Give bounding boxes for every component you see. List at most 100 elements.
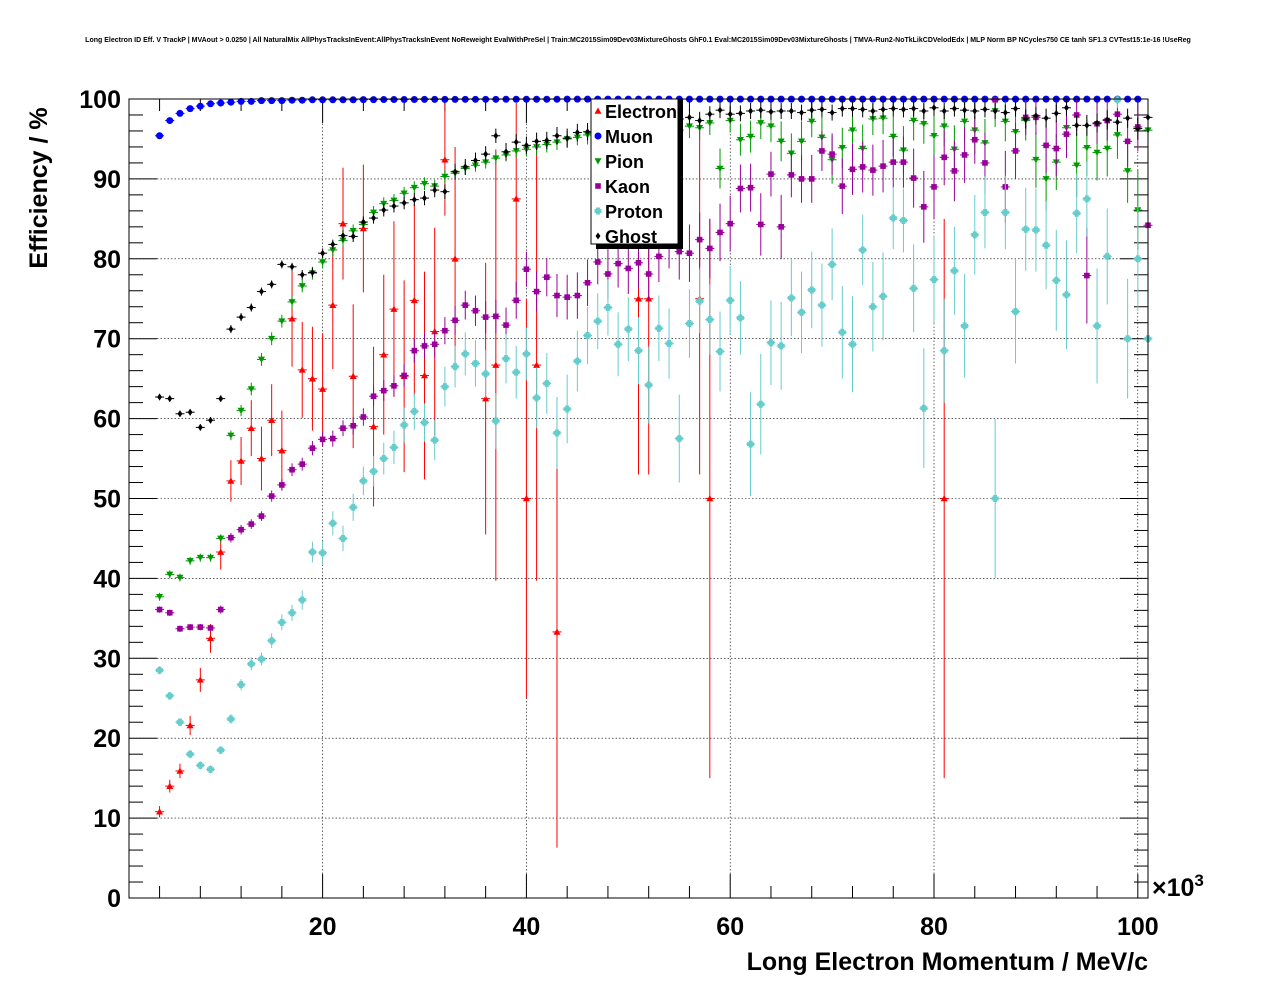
electron-point bbox=[379, 274, 389, 435]
muon-point bbox=[165, 117, 175, 125]
kaon-marker bbox=[1124, 138, 1131, 145]
ghost-marker bbox=[157, 393, 163, 401]
ghost-point bbox=[267, 280, 277, 289]
kaon-point bbox=[939, 129, 949, 186]
ghost-marker bbox=[829, 109, 835, 117]
ghost-point bbox=[460, 158, 470, 175]
electron-point bbox=[409, 204, 419, 397]
proton-point bbox=[827, 228, 837, 301]
electron-point bbox=[491, 149, 501, 581]
kaon-marker bbox=[442, 327, 448, 334]
kaon-point bbox=[776, 194, 786, 259]
muon-marker bbox=[156, 132, 164, 140]
proton-point bbox=[1133, 206, 1143, 311]
ghost-marker bbox=[513, 138, 519, 146]
kaon-point bbox=[552, 273, 562, 318]
kaon-marker bbox=[829, 151, 835, 157]
electron-marker bbox=[431, 328, 439, 335]
proton-marker bbox=[441, 383, 449, 391]
kaon-point bbox=[786, 152, 796, 198]
kaon-point bbox=[297, 457, 307, 471]
electron-marker bbox=[196, 676, 204, 683]
proton-marker bbox=[186, 750, 194, 758]
ghost-point bbox=[980, 101, 990, 118]
kaon-marker bbox=[707, 245, 713, 252]
electron-marker bbox=[176, 767, 184, 774]
pion-marker bbox=[1042, 176, 1050, 183]
pion-marker bbox=[961, 118, 969, 125]
electron-point bbox=[185, 715, 195, 736]
proton-marker bbox=[1052, 276, 1060, 284]
muon-point bbox=[216, 99, 226, 107]
kaon-marker bbox=[1043, 142, 1049, 149]
ghost-marker bbox=[768, 108, 774, 116]
ghost-point bbox=[797, 104, 807, 121]
kaon-marker bbox=[849, 166, 856, 173]
proton-point bbox=[1092, 268, 1102, 384]
electron-marker bbox=[298, 366, 306, 373]
proton-marker bbox=[1113, 96, 1121, 104]
pion-point bbox=[420, 177, 430, 191]
ghost-marker bbox=[473, 157, 478, 165]
proton-point bbox=[481, 349, 491, 398]
ghost-marker bbox=[432, 186, 438, 194]
proton-point bbox=[1112, 96, 1122, 108]
muon-marker bbox=[349, 96, 357, 104]
proton-point bbox=[960, 273, 970, 378]
pion-marker bbox=[400, 190, 408, 197]
proton-point bbox=[746, 392, 756, 497]
ghost-point bbox=[358, 216, 368, 228]
kaon-marker bbox=[819, 148, 825, 154]
kaon-point bbox=[1051, 120, 1061, 177]
kaon-point bbox=[817, 130, 827, 171]
pion-marker bbox=[1032, 156, 1040, 164]
proton-marker bbox=[278, 618, 286, 626]
proton-marker bbox=[675, 435, 683, 443]
kaon-marker bbox=[401, 372, 407, 379]
x-tick-label: 40 bbox=[513, 913, 541, 941]
electron-point bbox=[389, 221, 399, 398]
pion-marker bbox=[869, 116, 877, 123]
ghost-point bbox=[1031, 106, 1041, 125]
ghost-marker bbox=[870, 107, 876, 115]
kaon-marker bbox=[472, 307, 479, 314]
proton-marker bbox=[380, 455, 388, 463]
ghost-point bbox=[1041, 108, 1051, 128]
kaon-point bbox=[226, 532, 236, 543]
proton-point bbox=[990, 418, 1000, 579]
kaon-point bbox=[328, 430, 338, 447]
ghost-marker bbox=[340, 232, 346, 240]
ghost-point bbox=[725, 106, 735, 123]
kaon-marker bbox=[177, 625, 183, 632]
kaon-point bbox=[847, 143, 857, 195]
ghost-point bbox=[990, 102, 1000, 119]
ghost-point bbox=[939, 102, 949, 119]
ghost-point bbox=[389, 199, 399, 213]
pion-point bbox=[175, 573, 185, 582]
proton-marker bbox=[635, 347, 642, 355]
proton-point bbox=[1061, 240, 1071, 350]
proton-point bbox=[868, 261, 878, 352]
electron-marker bbox=[308, 375, 316, 382]
proton-marker bbox=[961, 322, 969, 330]
ghost-point bbox=[348, 230, 358, 243]
pion-point bbox=[776, 121, 786, 162]
kaon-point bbox=[684, 224, 694, 282]
proton-marker bbox=[991, 495, 999, 503]
ghost-point bbox=[256, 287, 266, 296]
proton-point bbox=[307, 541, 317, 563]
muon-marker bbox=[237, 97, 245, 105]
kaon-point bbox=[379, 380, 389, 402]
y-tick-label: 100 bbox=[79, 86, 121, 114]
electron-marker bbox=[421, 371, 429, 379]
kaon-marker bbox=[564, 294, 570, 300]
kaon-point bbox=[1061, 110, 1071, 159]
pion-marker bbox=[798, 138, 806, 145]
kaon-marker bbox=[187, 624, 193, 630]
ghost-point bbox=[807, 102, 817, 119]
proton-point bbox=[1011, 259, 1021, 364]
kaon-marker bbox=[676, 248, 683, 255]
proton-marker bbox=[1134, 255, 1142, 263]
proton-point bbox=[287, 604, 297, 621]
electron-marker bbox=[370, 423, 378, 430]
